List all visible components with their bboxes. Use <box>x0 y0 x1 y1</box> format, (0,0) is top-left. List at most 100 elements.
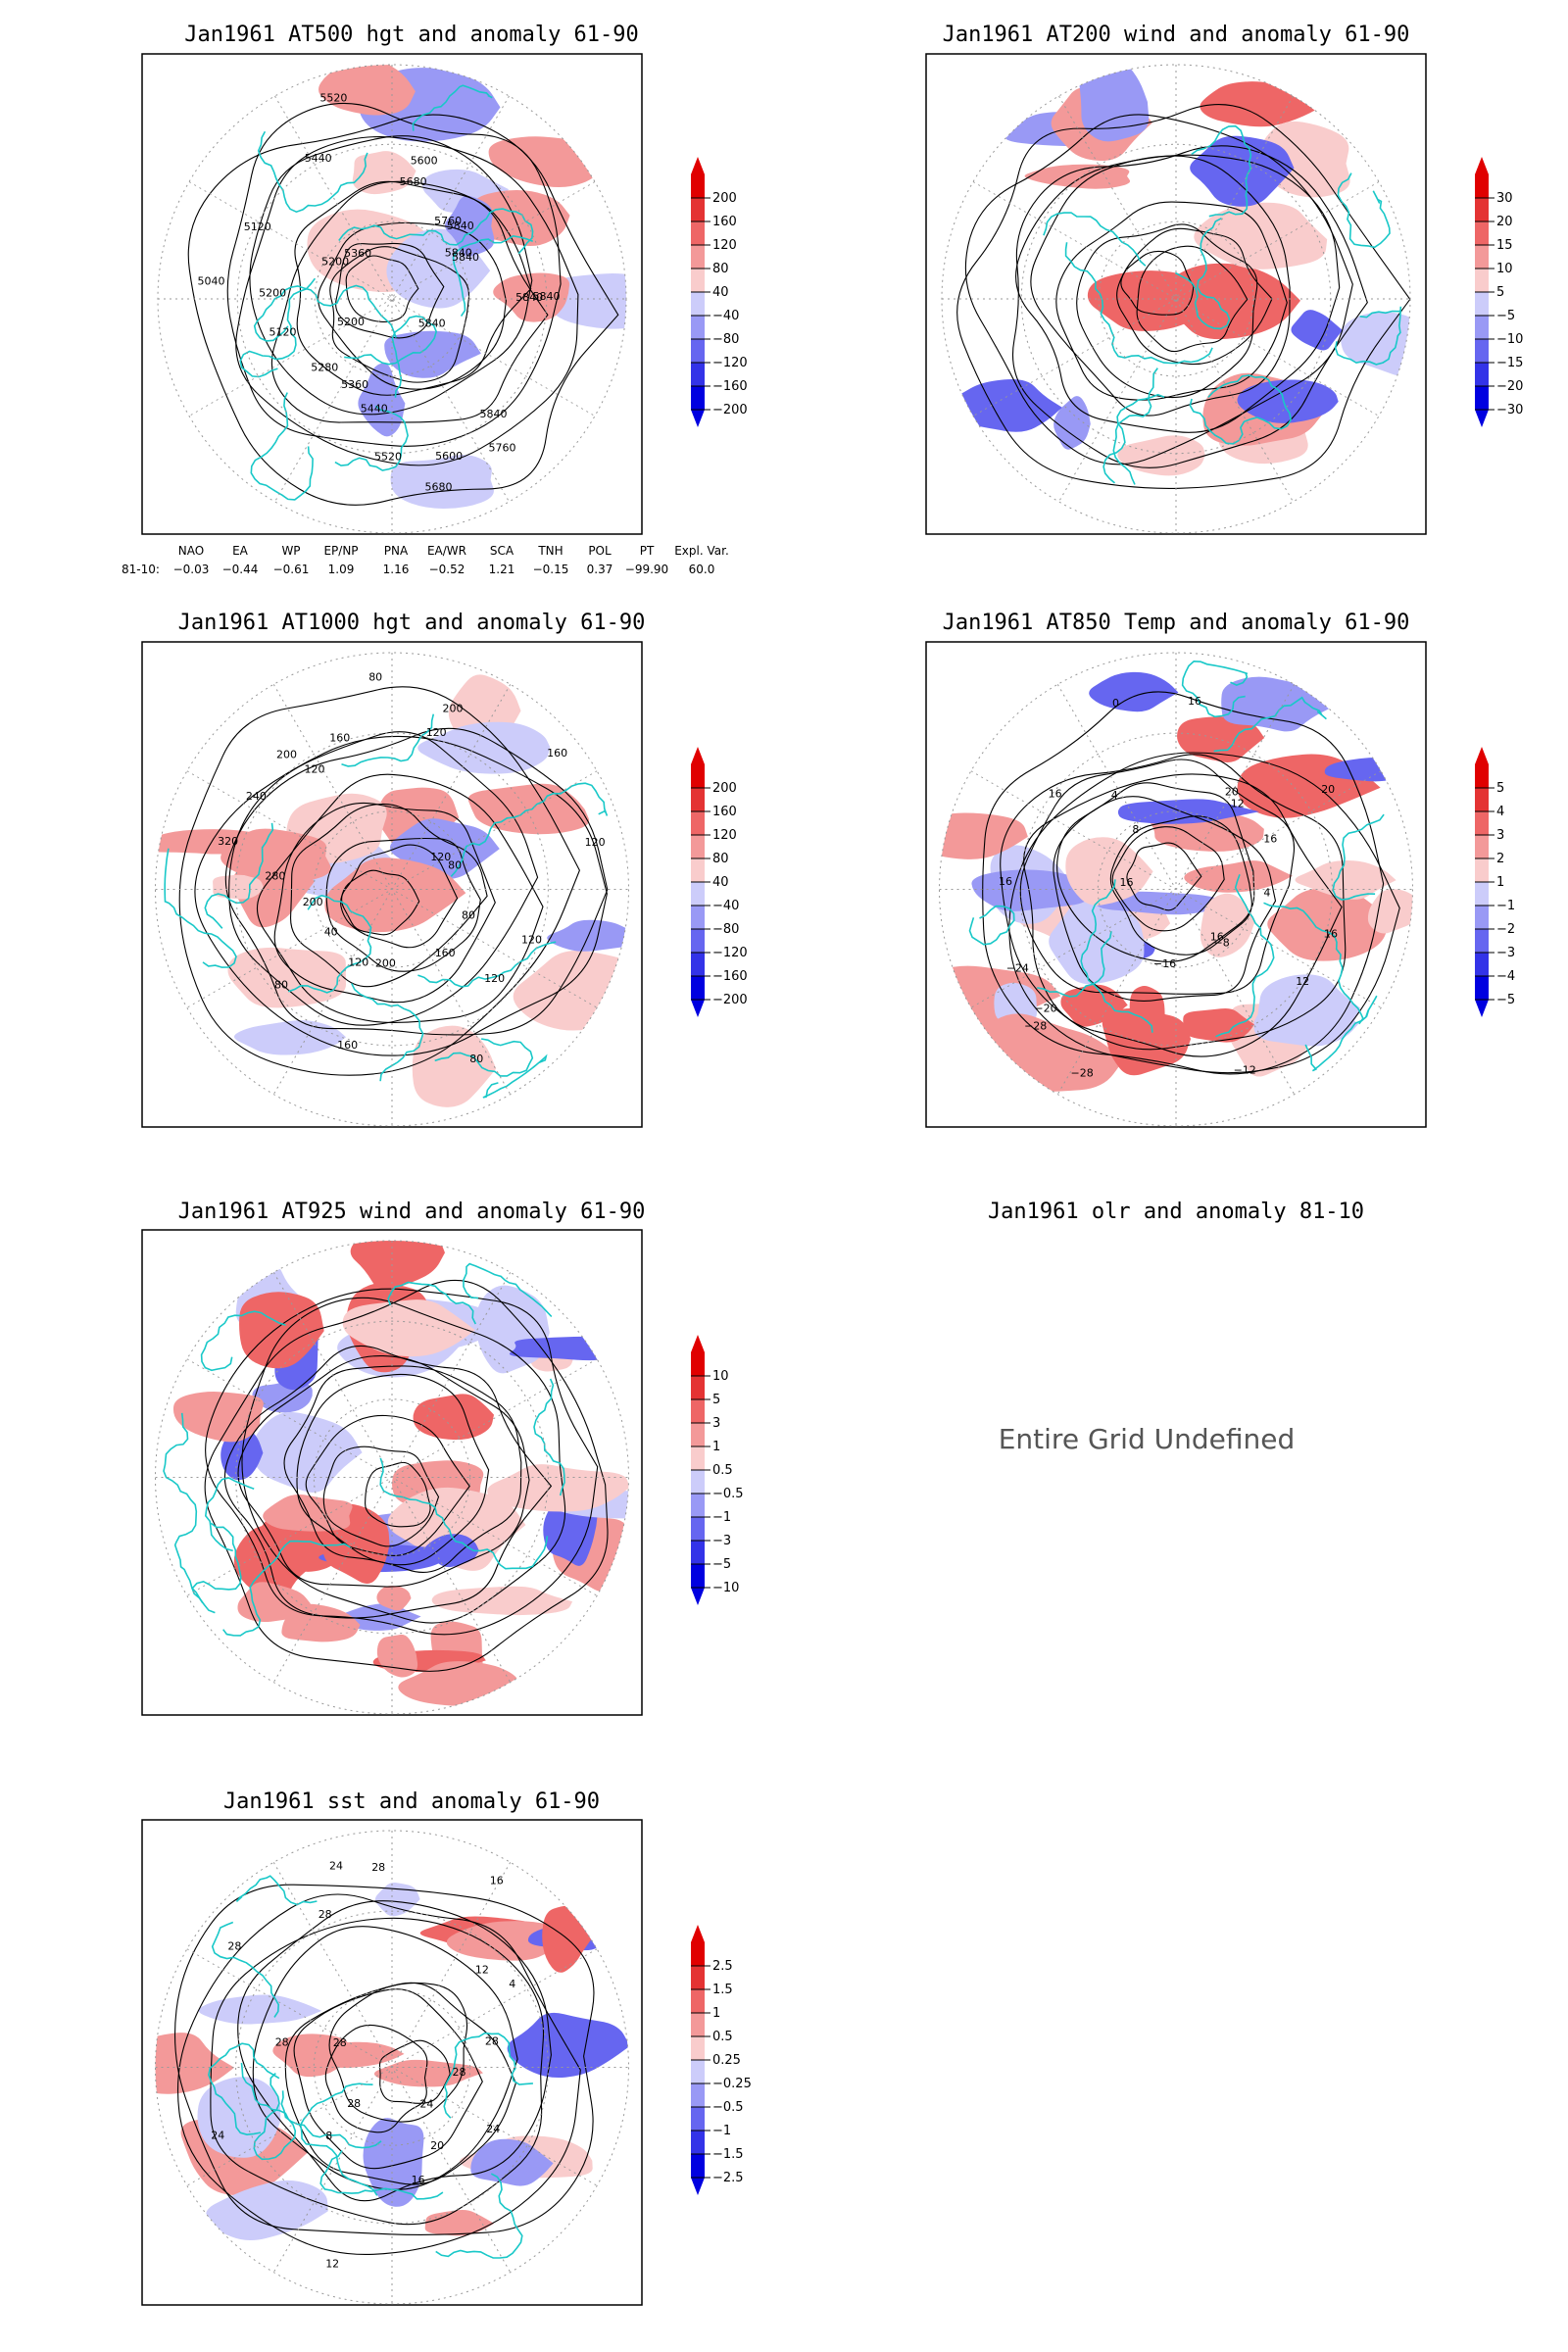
positive-anomaly <box>488 136 599 188</box>
colorbar-tick-label: −3 <box>1496 946 1515 960</box>
latitude-circle <box>155 652 629 1127</box>
positive-anomaly <box>342 1299 475 1357</box>
positive-anomaly <box>1267 887 1390 961</box>
colorbar-top-arrow <box>691 1335 705 1352</box>
contour-line <box>1000 754 1347 1051</box>
positive-anomaly <box>1117 435 1205 476</box>
contour-line <box>1056 782 1255 962</box>
colorbar-tick-label: 0.5 <box>712 2030 733 2044</box>
coastline-2-6 <box>482 1054 548 1099</box>
latitude-circle <box>313 1398 471 1556</box>
coastline-4-7 <box>387 1281 477 1325</box>
meridian-line <box>186 770 598 1008</box>
negative-anomaly <box>384 330 481 378</box>
colorbar-box <box>1475 811 1489 835</box>
colorbar-box <box>691 811 705 835</box>
colorbar-box <box>691 2131 705 2154</box>
map-panel-6: 28 24 24 20 16 12 8 28 24 28 28 28 28 24 28 16 12 4 28 <box>141 1819 643 2306</box>
colorbar-box <box>691 1470 705 1494</box>
positive-anomaly <box>376 1586 412 1611</box>
index-value: 0.37 <box>587 563 613 576</box>
latitude-circle <box>235 732 549 1047</box>
map-panel-0: 5840584058405760568056005520544053605280… <box>141 53 643 535</box>
coastline-3-2 <box>1080 879 1153 1033</box>
contour-label: 12 <box>325 2258 339 2271</box>
contour-label: 28 <box>453 2066 466 2079</box>
contour-label: 8 <box>325 2130 332 2142</box>
colorbar-2: 200 160 120 80 40 −40 −80 −120 −160 −200 <box>691 747 748 1017</box>
colorbar-tick-label: 120 <box>712 238 737 253</box>
colorbar-box <box>1475 316 1489 339</box>
colorbar-tick-label: −200 <box>712 993 748 1007</box>
colorbar-box <box>691 1541 705 1564</box>
colorbar-top-arrow <box>691 747 705 764</box>
coastline-4-5 <box>379 1457 549 1570</box>
contour-label: 28 <box>227 1940 241 1953</box>
contour-label: 5840 <box>452 251 479 264</box>
contour-label: 28 <box>275 2035 289 2048</box>
colorbar-tick-label: −0.5 <box>712 1487 744 1501</box>
colorbar-tick-label: −80 <box>712 332 739 347</box>
contour-label: 160 <box>337 1039 358 1052</box>
coastline-0-3 <box>257 130 368 214</box>
coastline-1-8 <box>1334 306 1402 366</box>
contour-label: 160 <box>547 747 567 760</box>
negative-anomaly <box>1190 135 1295 207</box>
index-header: EA <box>232 544 249 558</box>
coastline-3-5 <box>1213 696 1327 753</box>
positive-anomaly <box>939 812 1028 859</box>
positive-anomaly <box>424 2210 495 2236</box>
colorbar-top-arrow <box>1475 747 1489 764</box>
contour-line <box>1053 796 1277 1002</box>
colorbar-box <box>1475 292 1489 316</box>
latitude-circle <box>155 1830 629 2305</box>
colorbar-box <box>691 1399 705 1423</box>
coastline-3-8 <box>1181 660 1249 718</box>
contour-line <box>318 221 507 390</box>
contour-line <box>378 2039 451 2104</box>
contour-label: 5760 <box>434 215 462 227</box>
positive-anomaly <box>1295 860 1396 900</box>
coastline-4-2 <box>191 1522 242 1614</box>
colorbar-box <box>691 1376 705 1399</box>
coastline-1-0 <box>1043 212 1147 267</box>
positive-anomaly <box>470 189 570 247</box>
colorbar-box <box>691 882 705 906</box>
index-value: 1.16 <box>383 563 410 576</box>
coastline-0-0 <box>253 284 397 342</box>
colorbar-box <box>691 976 705 1000</box>
colorbar-tick-label: 1 <box>712 1440 720 1454</box>
contour-line <box>324 2024 428 2133</box>
colorbar-tick-label: 0.5 <box>712 1463 733 1478</box>
negative-anomaly <box>423 1534 479 1568</box>
contour-label: 120 <box>305 762 325 775</box>
index-row-label: 81-10: <box>122 563 160 576</box>
panel-title-2: Jan1961 AT1000 hgt and anomaly 61-90 <box>178 611 646 635</box>
coastline-0-8 <box>344 315 438 398</box>
contour-label: 5120 <box>270 326 297 339</box>
index-header: EP/NP <box>323 544 358 558</box>
coastline-3-3 <box>968 905 1015 946</box>
colorbar-tick-label: −3 <box>712 1534 731 1548</box>
panel-title-6: Jan1961 sst and anomaly 61-90 <box>223 1789 600 1814</box>
positive-anomaly <box>412 1025 497 1107</box>
contour-line <box>283 1365 522 1573</box>
latitude-circle <box>1019 732 1333 1047</box>
contour-label: 5520 <box>319 92 347 105</box>
contour-line <box>341 869 420 936</box>
contour-label: 16 <box>1324 928 1338 941</box>
colorbar-tick-label: 200 <box>712 191 737 206</box>
colorbar-box <box>691 929 705 953</box>
coastline-4-8 <box>222 1540 351 1637</box>
negative-anomaly <box>206 2180 328 2241</box>
contour-line <box>294 180 532 396</box>
colorbar-box <box>691 386 705 410</box>
contour-line <box>252 1926 518 2190</box>
contour-line <box>241 1297 566 1624</box>
contour-label: 200 <box>276 748 297 760</box>
coastline-3-0 <box>1332 813 1385 901</box>
positive-anomaly <box>352 151 416 195</box>
contour-label: 120 <box>585 836 606 849</box>
negative-anomaly <box>507 2012 629 2079</box>
